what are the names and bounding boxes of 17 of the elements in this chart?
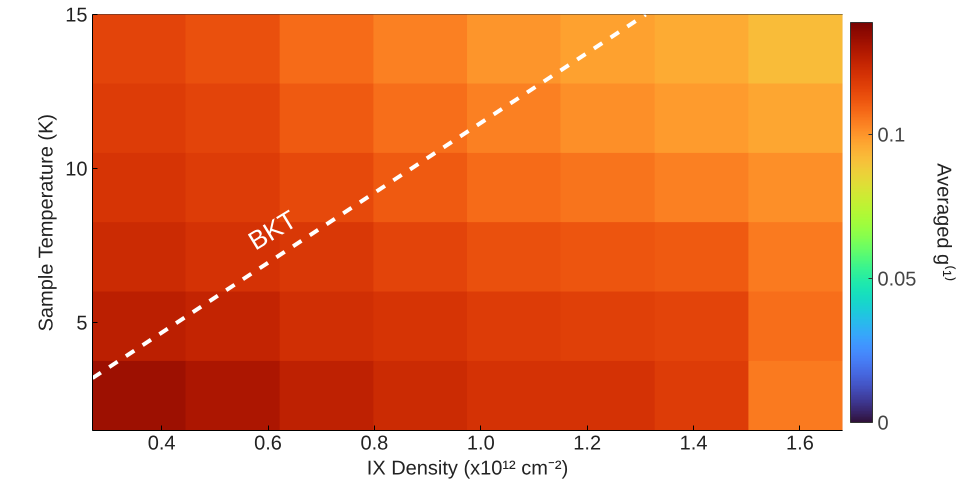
x-axis-title: IX Density (x10¹² cm⁻²) xyxy=(366,458,568,480)
color-bar-label: 0.05 xyxy=(878,268,916,291)
x-tick-label: 1.2 xyxy=(573,432,602,454)
color-bar-label: 0 xyxy=(878,412,889,434)
x-tick-label: 0.6 xyxy=(254,432,282,454)
text: BKT xyxy=(242,204,302,256)
y-axis-title: Sample Temperature (K) xyxy=(35,114,58,332)
x-tick-label: 1.4 xyxy=(680,432,708,454)
x-tick-label: 1.6 xyxy=(786,432,814,454)
x-tick-label: 0.4 xyxy=(148,432,176,454)
x-tick-label: 0.8 xyxy=(360,432,388,454)
color-bar-title: Averaged g⁽¹⁾ xyxy=(932,163,956,282)
x-tick-label: 1.0 xyxy=(466,432,495,454)
y-tick-label: 15 xyxy=(65,4,88,26)
y-tick-label: 5 xyxy=(76,312,88,335)
y-tick-label: 10 xyxy=(65,158,88,181)
color-bar-label: 0.1 xyxy=(878,124,906,147)
